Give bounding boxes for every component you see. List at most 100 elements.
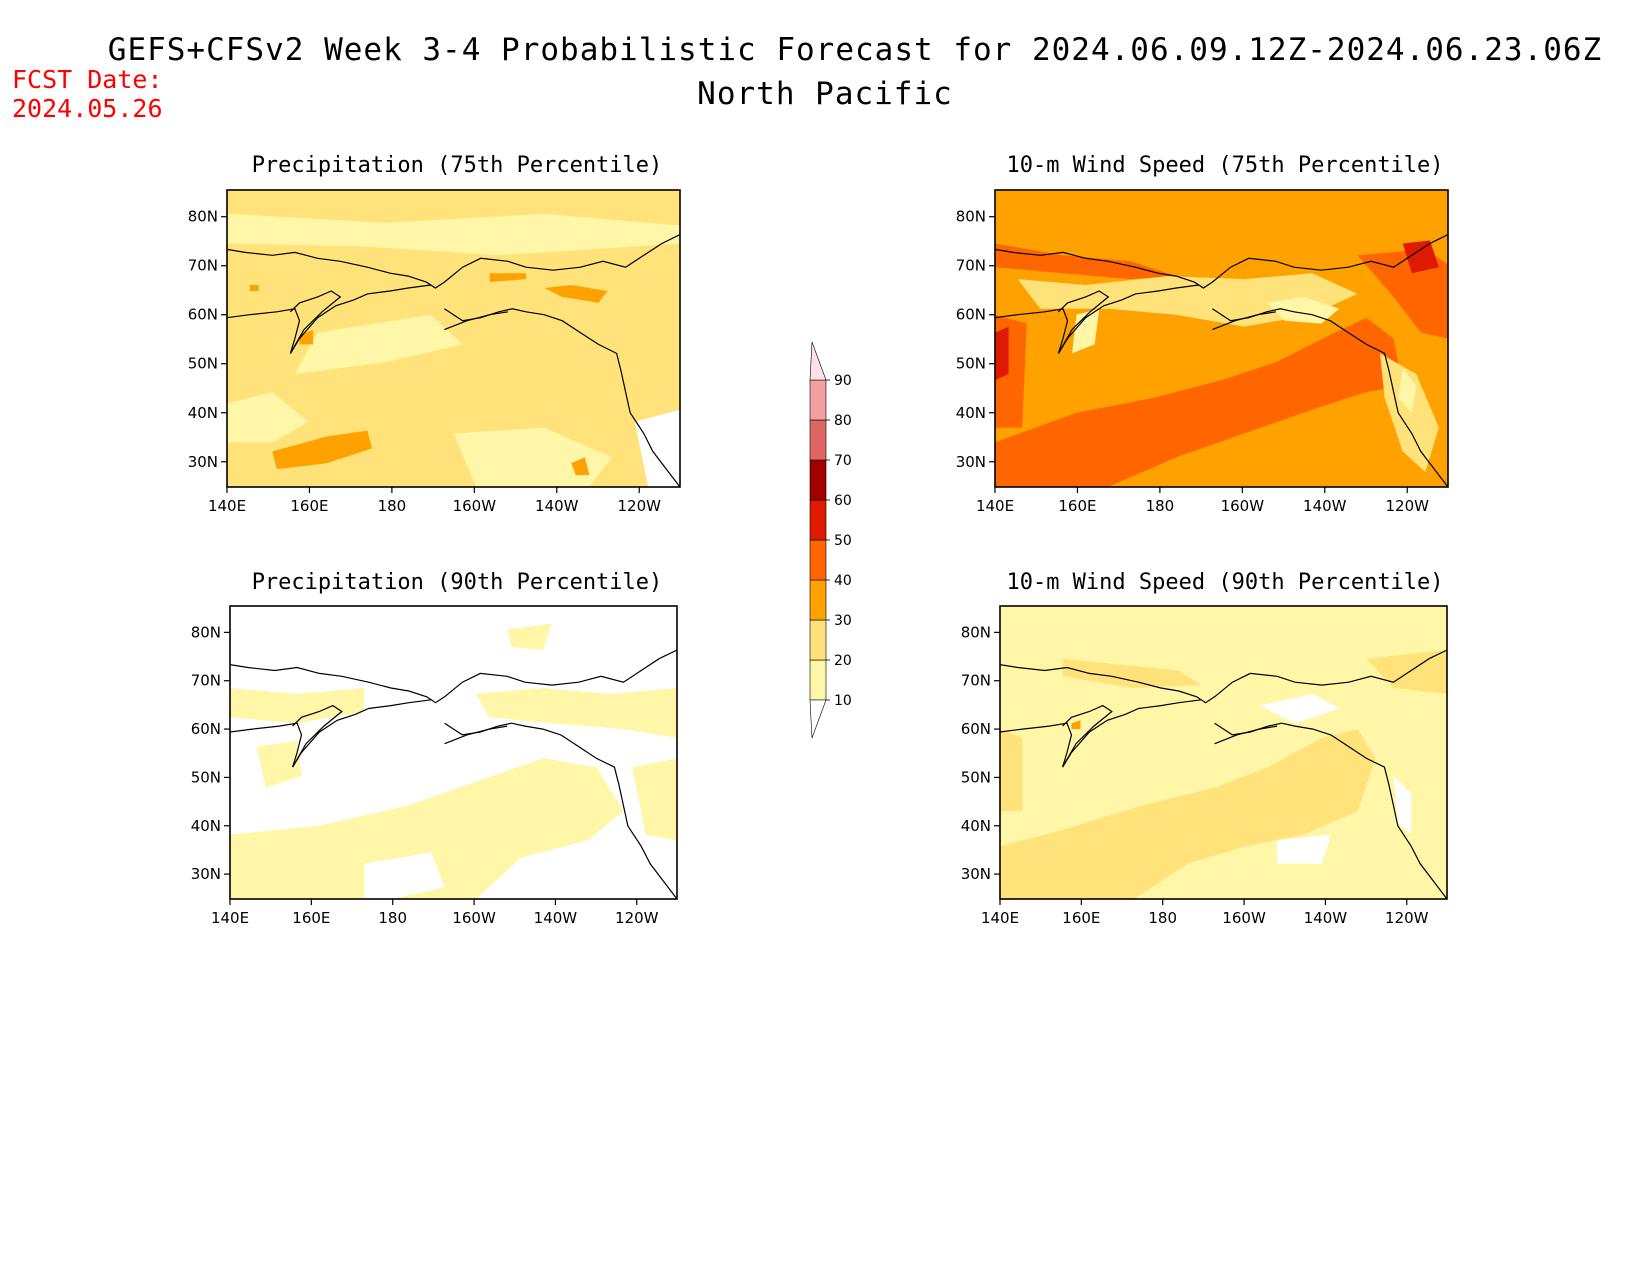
lat-tick-label: 60N <box>961 720 991 738</box>
contour-region <box>571 457 590 476</box>
lon-tick-label: 140W <box>1304 909 1348 927</box>
lon-tick-label: 140E <box>208 497 246 515</box>
lat-tick-label: 60N <box>191 720 221 738</box>
contour-region <box>1398 368 1417 413</box>
lon-tick-label: 160E <box>1058 497 1096 515</box>
contour-region <box>272 430 372 470</box>
map-frame <box>999 605 1448 900</box>
lon-tick-label: 160E <box>1062 909 1100 927</box>
contour-region <box>995 326 1009 381</box>
contour-region <box>1357 249 1448 339</box>
panel-title: Precipitation (75th Percentile) <box>251 153 663 178</box>
colorbar-label: 30 <box>834 613 852 629</box>
lat-tick-label: 40N <box>191 817 221 835</box>
lon-tick-label: 160E <box>290 497 328 515</box>
map-frame <box>994 189 1449 488</box>
colorbar-segment <box>809 459 827 501</box>
coastline <box>444 311 508 331</box>
lat-tick-label: 50N <box>956 355 986 373</box>
contour-region <box>453 427 612 487</box>
colorbar-label: 50 <box>834 533 852 549</box>
contour-region <box>1062 658 1202 688</box>
panel-title: 10-m Wind Speed (75th Percentile) <box>1006 153 1444 178</box>
contour-region <box>995 317 1403 487</box>
lon-tick-label: 120W <box>617 497 661 515</box>
coastline <box>999 649 1448 704</box>
contour-region <box>632 758 677 841</box>
contour-region <box>1266 296 1340 324</box>
contour-region <box>634 409 680 487</box>
lon-tick-label: 160W <box>1221 497 1265 515</box>
coastline <box>1214 725 1278 745</box>
contour-region <box>544 285 608 303</box>
lat-tick-label: 70N <box>188 257 218 275</box>
contour-region <box>1259 693 1340 724</box>
map-frame <box>229 605 678 900</box>
colorbar-label: 80 <box>834 413 852 429</box>
contour-region <box>299 329 314 345</box>
colorbar-label: 20 <box>834 653 852 669</box>
contour-region <box>507 623 552 650</box>
lat-tick-label: 80N <box>188 208 218 226</box>
contour-region <box>1402 240 1439 274</box>
colorbar-bottom-triangle <box>809 699 827 739</box>
contour-region <box>1071 720 1081 730</box>
lat-tick-label: 60N <box>956 306 986 324</box>
lon-tick-label: 180 <box>1146 497 1175 515</box>
panel-title: 10-m Wind Speed (90th Percentile) <box>1006 570 1444 595</box>
contour-region <box>249 285 259 291</box>
colorbar-segment <box>809 499 827 541</box>
colorbar-label: 90 <box>834 373 852 389</box>
colorbar-label: 10 <box>834 693 852 709</box>
coastline <box>444 308 681 488</box>
coastline <box>289 290 342 354</box>
colorbar-top-triangle <box>809 341 827 381</box>
contour-region <box>1277 834 1331 864</box>
contour-region <box>294 314 463 375</box>
coastline <box>444 725 508 745</box>
coastline <box>1057 290 1110 354</box>
contour-region <box>230 688 365 724</box>
contour-region <box>364 852 445 899</box>
lat-tick-label: 30N <box>188 453 218 471</box>
contour-region <box>1380 353 1439 473</box>
coastline <box>1212 311 1276 331</box>
lat-tick-label: 80N <box>191 623 221 641</box>
lat-tick-label: 30N <box>956 453 986 471</box>
lon-tick-label: 140W <box>535 497 579 515</box>
colorbar: 10 20 30 40 50 60 70 80 90 <box>809 341 852 739</box>
colorbar-label: 40 <box>834 573 852 589</box>
lat-tick-label: 70N <box>961 672 991 690</box>
lat-tick-label: 50N <box>191 768 221 786</box>
coastline <box>292 704 343 768</box>
lon-tick-label: 160E <box>292 909 330 927</box>
lon-tick-label: 160W <box>1222 909 1266 927</box>
coastline <box>226 234 681 289</box>
contour-region <box>1000 729 1376 899</box>
lat-tick-label: 70N <box>956 257 986 275</box>
colorbar-segment <box>809 579 827 621</box>
lon-tick-label: 180 <box>1148 909 1177 927</box>
fcst-date-label: FCST Date: <box>12 65 163 94</box>
coastline <box>1062 704 1113 768</box>
lat-tick-label: 30N <box>961 865 991 883</box>
contour-region <box>1393 775 1412 835</box>
lon-tick-label: 120W <box>615 909 659 927</box>
fcst-date-value: 2024.05.26 <box>12 94 163 123</box>
colorbar-segment <box>809 659 827 701</box>
lon-tick-label: 140E <box>976 497 1014 515</box>
lon-tick-label: 140E <box>981 909 1019 927</box>
colorbar-label: 60 <box>834 493 852 509</box>
lon-tick-label: 140W <box>1303 497 1347 515</box>
lat-tick-label: 50N <box>961 768 991 786</box>
colorbar-segment <box>809 379 827 421</box>
lat-tick-label: 30N <box>191 865 221 883</box>
lon-tick-label: 120W <box>1385 909 1429 927</box>
contour-region <box>1366 650 1447 694</box>
contour-region <box>475 688 677 738</box>
region-subtitle: North Pacific <box>697 76 953 112</box>
coastline <box>444 722 678 900</box>
lon-tick-label: 160W <box>453 497 497 515</box>
